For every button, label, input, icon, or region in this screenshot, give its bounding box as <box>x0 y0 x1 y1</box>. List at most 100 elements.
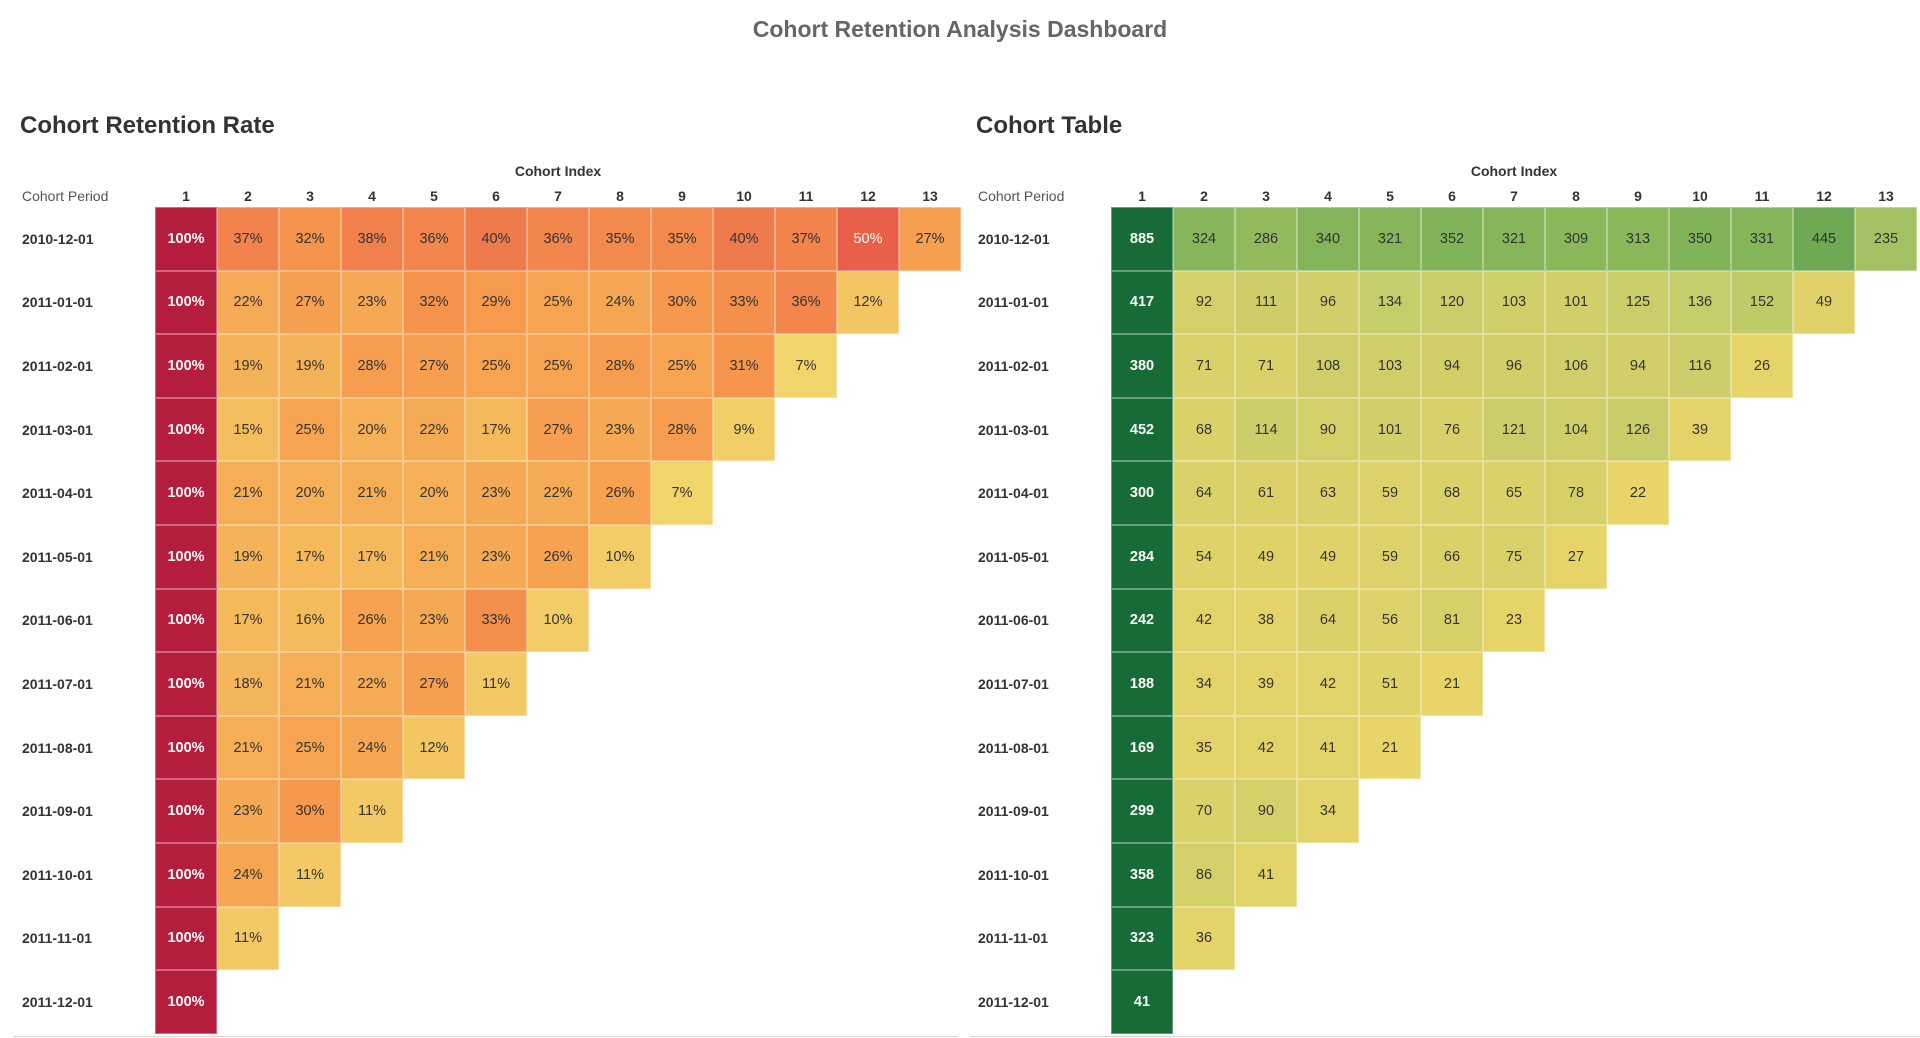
heatmap-cell: 23% <box>589 397 651 462</box>
cohort-period-label: 2011-08-01 <box>22 739 93 756</box>
heatmap-cell: 331 <box>1731 207 1793 271</box>
cohort-period-label: 2011-03-01 <box>22 421 93 438</box>
heatmap-cell: 100% <box>155 270 217 335</box>
heatmap-cell: 41 <box>1297 715 1359 780</box>
cohort-period-label: 2011-05-01 <box>978 548 1049 565</box>
heatmap-cell: 101 <box>1545 270 1607 335</box>
heatmap-cell: 452 <box>1111 397 1173 462</box>
heatmap-cell: 100% <box>155 843 217 907</box>
heatmap-cell: 445 <box>1793 207 1855 271</box>
cohort-period-label: 2011-07-01 <box>22 675 93 692</box>
heatmap-cell: 71 <box>1173 334 1235 398</box>
heatmap-cell: 23% <box>465 461 527 525</box>
heatmap-cell: 71 <box>1235 334 1297 398</box>
heatmap-cell: 49 <box>1297 525 1359 589</box>
heatmap-cell: 96 <box>1483 334 1545 398</box>
heatmap-cell: 28% <box>651 397 713 462</box>
heatmap-cell: 33% <box>713 270 775 335</box>
heatmap-cell: 21% <box>341 461 403 525</box>
heatmap-cell: 54 <box>1173 525 1235 589</box>
heatmap-cell: 352 <box>1421 207 1483 271</box>
heatmap-cell: 321 <box>1483 207 1545 271</box>
column-header: 12 <box>1816 188 1832 204</box>
heatmap-cell: 50% <box>837 207 899 271</box>
heatmap-cell: 111 <box>1235 270 1297 335</box>
cohort-period-label: 2011-11-01 <box>22 930 93 947</box>
column-header: 13 <box>1878 188 1894 204</box>
heatmap-cell: 121 <box>1483 397 1545 462</box>
heatmap-cell: 17% <box>465 397 527 462</box>
heatmap-cell: 21% <box>217 461 279 525</box>
heatmap-cell: 134 <box>1359 270 1421 335</box>
heatmap-cell: 94 <box>1607 334 1669 398</box>
heatmap-cell: 30% <box>651 270 713 335</box>
heatmap-cell: 17% <box>279 525 341 589</box>
cohort-period-label: 2011-07-01 <box>978 675 1049 692</box>
heatmap-cell: 11% <box>279 843 341 907</box>
heatmap-cell: 31% <box>713 334 775 398</box>
cohort-period-label: 2011-05-01 <box>22 548 93 565</box>
y-axis-title: Cohort Period <box>978 188 1065 204</box>
cohort-period-label: 2011-08-01 <box>978 739 1049 756</box>
heatmap-cell: 34 <box>1297 779 1359 843</box>
heatmap-cell: 100% <box>155 588 217 653</box>
heatmap-cell: 323 <box>1111 906 1173 971</box>
heatmap-cell: 22 <box>1607 461 1669 525</box>
heatmap-cell: 11% <box>217 906 279 971</box>
heatmap-cell: 92 <box>1173 270 1235 335</box>
cohort-period-label: 2011-09-01 <box>978 803 1049 820</box>
heatmap-cell: 70 <box>1173 779 1235 843</box>
heatmap-cell: 20% <box>279 461 341 525</box>
heatmap-cell: 49 <box>1235 525 1297 589</box>
heatmap-cell: 358 <box>1111 843 1173 907</box>
heatmap-cell: 24% <box>341 715 403 780</box>
heatmap-cell: 136 <box>1669 270 1731 335</box>
column-header: 12 <box>860 188 876 204</box>
heatmap-cell: 27% <box>527 397 589 462</box>
heatmap-cell: 37% <box>217 207 279 271</box>
heatmap-cell: 25% <box>651 334 713 398</box>
heatmap-cell: 100% <box>155 906 217 971</box>
heatmap-cell: 26% <box>341 588 403 653</box>
column-header: 7 <box>554 188 562 204</box>
heatmap-cell: 36 <box>1173 906 1235 971</box>
heatmap-cell: 106 <box>1545 334 1607 398</box>
column-header: 5 <box>430 188 438 204</box>
heatmap-cell: 10% <box>589 525 651 589</box>
heatmap-cell: 28% <box>341 334 403 398</box>
heatmap-cell: 169 <box>1111 715 1173 780</box>
heatmap-cell: 23% <box>403 588 465 653</box>
heatmap-cell: 26% <box>589 461 651 525</box>
heatmap-cell: 7% <box>651 461 713 525</box>
heatmap-cell: 101 <box>1359 397 1421 462</box>
heatmap-cell: 23% <box>465 525 527 589</box>
heatmap-cell: 27% <box>403 334 465 398</box>
x-axis-title: Cohort Index <box>514 163 602 179</box>
column-header: 2 <box>1200 188 1208 204</box>
bottom-rule <box>14 1036 958 1037</box>
heatmap-cell: 152 <box>1731 270 1793 335</box>
heatmap-cell: 32% <box>279 207 341 271</box>
heatmap-cell: 29% <box>465 270 527 335</box>
heatmap-cell: 96 <box>1297 270 1359 335</box>
column-header: 3 <box>306 188 314 204</box>
heatmap-cell: 116 <box>1669 334 1731 398</box>
heatmap-cell: 9% <box>713 397 775 462</box>
column-header: 1 <box>182 188 190 204</box>
heatmap-cell: 108 <box>1297 334 1359 398</box>
heatmap-cell: 59 <box>1359 461 1421 525</box>
heatmap-cell: 25% <box>527 334 589 398</box>
heatmap-cell: 25% <box>465 334 527 398</box>
heatmap-cell: 35 <box>1173 715 1235 780</box>
column-header: 2 <box>244 188 252 204</box>
heatmap-cell: 27% <box>899 207 961 271</box>
heatmap-cell: 78 <box>1545 461 1607 525</box>
heatmap-cell: 11% <box>465 652 527 716</box>
heatmap-cell: 28% <box>589 334 651 398</box>
heatmap-cell: 30% <box>279 779 341 843</box>
heatmap-cell: 19% <box>217 334 279 398</box>
heatmap-cell: 26 <box>1731 334 1793 398</box>
heatmap-cell: 340 <box>1297 207 1359 271</box>
column-header: 10 <box>1692 188 1708 204</box>
heatmap-cell: 90 <box>1297 397 1359 462</box>
